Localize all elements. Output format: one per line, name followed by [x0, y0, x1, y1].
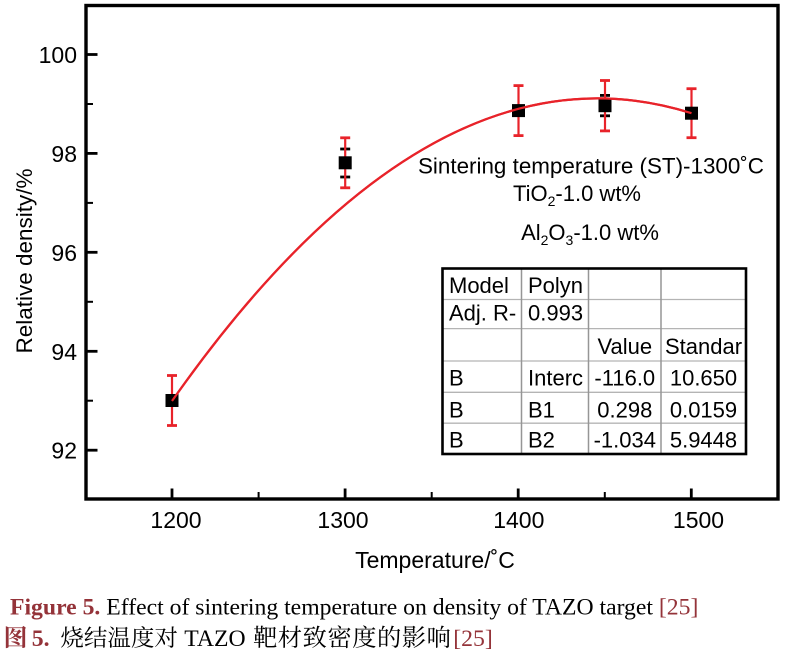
svg-text:Adj. R-: Adj. R-: [449, 301, 516, 326]
svg-text:B1: B1: [528, 398, 555, 423]
svg-text:1200: 1200: [150, 507, 201, 533]
svg-text:1400: 1400: [493, 507, 544, 533]
svg-text:5.: 5.: [32, 626, 50, 652]
svg-text:10.650: 10.650: [670, 366, 737, 391]
svg-text:92: 92: [51, 438, 77, 464]
svg-text:B2: B2: [528, 428, 555, 453]
svg-text:1300: 1300: [317, 507, 368, 533]
svg-text:TAZO: TAZO: [184, 626, 245, 652]
svg-text:94: 94: [51, 339, 77, 365]
svg-text:-1.034: -1.034: [594, 428, 656, 453]
svg-text:100: 100: [39, 42, 77, 68]
svg-text:5.9448: 5.9448: [670, 428, 737, 453]
svg-text:0.993: 0.993: [528, 301, 583, 326]
svg-text:96: 96: [51, 240, 77, 266]
svg-text:98: 98: [51, 141, 77, 167]
svg-text:Polyn: Polyn: [528, 273, 583, 298]
svg-text:1500: 1500: [673, 507, 724, 533]
svg-text:0.298: 0.298: [597, 398, 652, 423]
svg-text:Relative density/%: Relative density/%: [12, 168, 37, 353]
svg-text:Figure 5. Effect of sintering: Figure 5. Effect of sintering temperatur…: [10, 595, 698, 621]
svg-text:B: B: [449, 428, 464, 453]
svg-text:-116.0: -116.0: [594, 366, 655, 391]
svg-text:Model: Model: [449, 273, 509, 298]
svg-text:Interc: Interc: [528, 366, 583, 391]
svg-text:Sintering temperature (ST)-130: Sintering temperature (ST)-1300˚C: [418, 154, 764, 179]
svg-text:B: B: [449, 398, 464, 423]
svg-text:[25]: [25]: [453, 626, 492, 652]
svg-text:0.0159: 0.0159: [670, 398, 737, 423]
svg-text:Value: Value: [597, 334, 652, 359]
svg-text:B: B: [449, 366, 464, 391]
svg-text:Temperature/˚C: Temperature/˚C: [355, 547, 515, 573]
svg-text:Standar: Standar: [665, 334, 742, 359]
svg-text:TiO2-1.0 wt%: TiO2-1.0 wt%: [513, 181, 641, 209]
